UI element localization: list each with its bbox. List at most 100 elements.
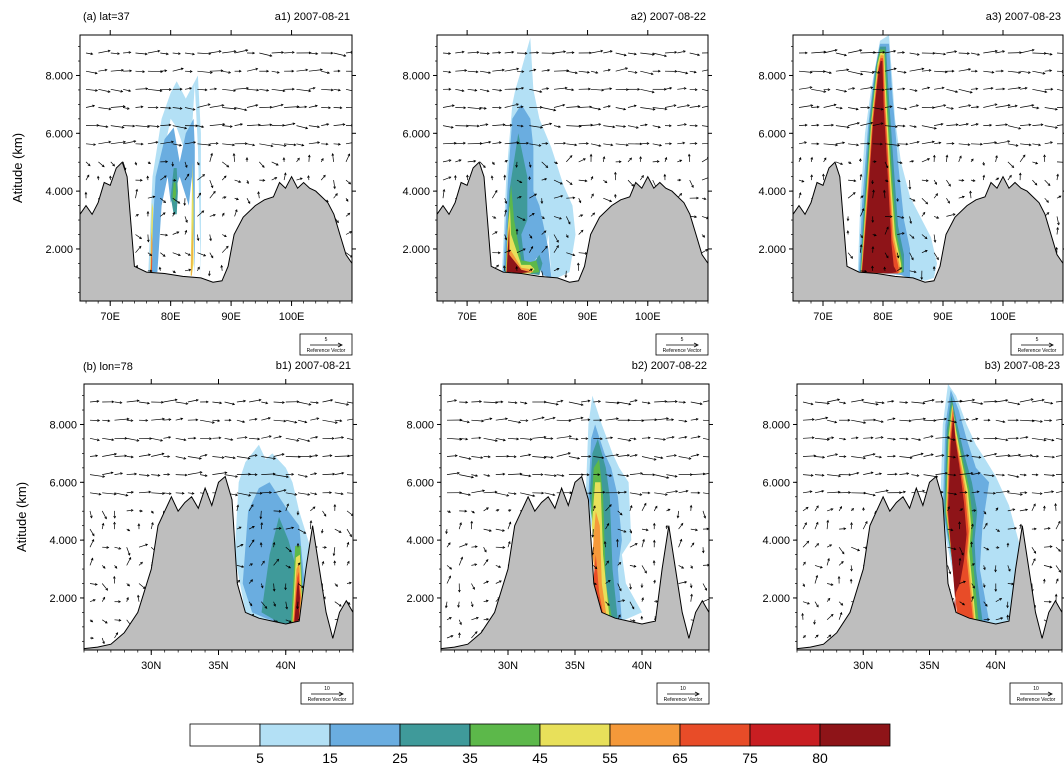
wind-vector	[320, 175, 326, 181]
wind-vector-head	[871, 71, 875, 74]
wind-vector	[983, 70, 994, 73]
plot-area	[437, 37, 708, 301]
wind-vector	[1043, 546, 1053, 548]
wind-vector	[110, 88, 123, 92]
wind-vector	[958, 104, 971, 108]
wind-vector	[947, 400, 962, 403]
wind-vector	[297, 492, 310, 496]
wind-vector-head	[641, 597, 644, 601]
wind-vector	[847, 252, 853, 259]
wind-vector-head	[545, 165, 549, 168]
wind-vector-head	[146, 175, 150, 179]
wind-vector	[1031, 492, 1043, 495]
wind-vector	[467, 107, 482, 110]
wind-vector-head	[646, 142, 650, 145]
wind-vector	[492, 52, 501, 54]
wind-vector-head	[233, 89, 237, 92]
wind-vector-head	[329, 454, 333, 457]
wind-vector-head	[913, 270, 917, 274]
wind-vector	[875, 473, 882, 475]
wind-vector-head	[1022, 154, 1026, 158]
wind-vector-head	[932, 266, 936, 269]
wind-vector-head	[902, 124, 906, 128]
wind-vector	[946, 107, 954, 110]
wind-vector	[640, 124, 648, 126]
wind-vector-head	[242, 420, 246, 423]
wind-vector-head	[1039, 492, 1043, 495]
wind-vector-head	[559, 216, 562, 220]
wind-vector	[921, 158, 930, 163]
wind-vector	[284, 51, 295, 54]
reference-vector-value: 5	[681, 337, 684, 343]
wind-vector	[507, 473, 522, 475]
wind-vector-head	[578, 200, 582, 204]
wind-vector-head	[1006, 605, 1009, 609]
wind-vector-head	[316, 401, 319, 405]
wind-vector-head	[880, 122, 884, 126]
wind-vector-head	[652, 522, 656, 526]
wind-vector	[1020, 104, 1034, 108]
wind-vector	[520, 474, 531, 477]
panel-title: a3) 2007-08-23	[986, 11, 1061, 23]
wind-vector-head	[1007, 103, 1011, 107]
wind-vector-head	[653, 579, 656, 583]
wind-vector-head	[695, 528, 699, 532]
wind-vector-head	[314, 492, 318, 496]
wind-vector-head	[980, 142, 983, 146]
wind-vector	[995, 140, 1010, 145]
wind-vector-head	[251, 539, 255, 543]
wind-vector-head	[853, 179, 857, 183]
wind-vector-head	[1024, 86, 1028, 90]
wind-vector-head	[504, 209, 507, 213]
wind-vector	[1032, 124, 1043, 126]
wind-vector	[581, 419, 590, 421]
wind-vector	[208, 270, 211, 276]
wind-vector-head	[480, 456, 484, 459]
wind-vector	[455, 70, 467, 72]
wind-vector-head	[1058, 520, 1061, 524]
wind-vector	[617, 528, 627, 533]
wind-vector	[860, 70, 875, 74]
wind-vector	[138, 491, 151, 494]
wind-vector-head	[198, 457, 202, 460]
wind-vector	[872, 107, 884, 110]
wind-vector-head	[668, 124, 672, 128]
wind-vector	[271, 177, 277, 181]
wind-vector	[702, 510, 706, 519]
wind-vector	[163, 399, 178, 403]
wind-vector	[1055, 565, 1061, 573]
wind-vector	[321, 70, 330, 74]
wind-vector-head	[269, 54, 273, 57]
wind-vector-head	[252, 526, 255, 529]
wind-vector	[261, 401, 268, 404]
wind-vector-head	[618, 160, 622, 164]
wind-vector	[848, 122, 860, 126]
wind-vector	[334, 601, 342, 607]
wind-vector-head	[266, 89, 270, 92]
wind-vector-head	[89, 515, 93, 519]
wind-vector-head	[162, 492, 166, 495]
y-tick-label: 4.000	[402, 186, 430, 198]
wind-vector	[860, 270, 867, 272]
wind-vector-head	[107, 419, 111, 423]
wind-vector	[334, 401, 349, 406]
wind-vector	[455, 159, 462, 163]
wind-vector-head	[486, 580, 489, 584]
wind-vector-head	[556, 268, 560, 271]
wind-vector-head	[958, 521, 961, 525]
wind-vector-head	[178, 52, 181, 55]
wind-vector-head	[498, 51, 502, 54]
wind-vector-head	[473, 159, 477, 163]
wind-vector	[814, 565, 823, 569]
wind-vector	[516, 87, 524, 90]
wind-vector	[899, 401, 908, 403]
wind-vector-head	[149, 253, 153, 257]
wind-vector	[442, 125, 454, 128]
wind-vector-head	[494, 490, 498, 494]
wind-vector-head	[695, 417, 699, 421]
wind-vector	[310, 492, 317, 495]
wind-vector-head	[679, 192, 683, 196]
wind-vector-head	[91, 538, 95, 542]
wind-vector	[310, 473, 317, 475]
wind-vector-head	[518, 420, 522, 424]
